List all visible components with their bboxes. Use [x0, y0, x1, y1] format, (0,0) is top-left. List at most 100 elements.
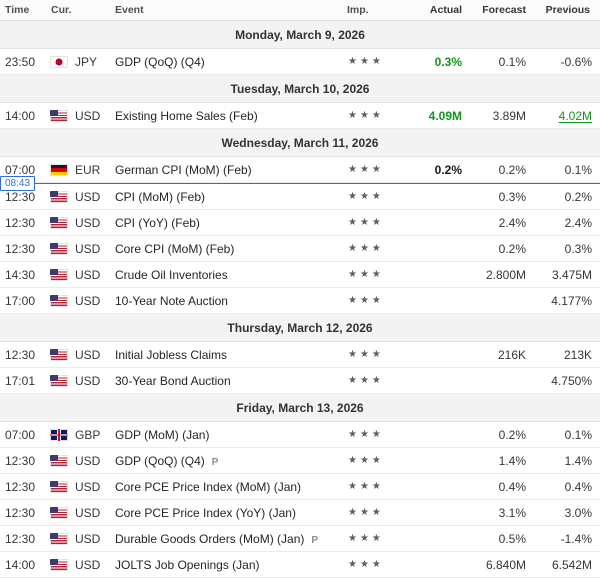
- event-time: 14:00: [5, 557, 36, 572]
- event-currency: USD: [46, 454, 110, 468]
- event-row[interactable]: 07:00 GBP GDP (MoM) (Jan) ★★★ 0.2% 0.1%: [0, 422, 600, 448]
- event-time: 14:00: [5, 108, 36, 123]
- col-header-importance: Imp.: [347, 4, 369, 16]
- col-header-time: Time: [5, 4, 30, 16]
- event-currency: USD: [46, 190, 110, 204]
- event-row[interactable]: 12:30 USD GDP (QoQ) (Q4) P ★★★ 1.4% 1.4%: [0, 448, 600, 474]
- date-separator-row: Thursday, March 12, 2026: [0, 314, 600, 342]
- event-name[interactable]: Core PCE Price Index (YoY) (Jan): [115, 505, 296, 520]
- event-currency: USD: [46, 532, 110, 546]
- preliminary-badge: P: [211, 456, 219, 468]
- previous-value: 0.4%: [564, 479, 592, 494]
- event-row[interactable]: 14:00 USD JOLTS Job Openings (Jan) ★★★ 6…: [0, 552, 600, 578]
- importance-stars-icon: ★★★: [348, 56, 384, 67]
- event-currency: USD: [46, 109, 110, 123]
- event-row[interactable]: 12:30 USD Durable Goods Orders (MoM) (Ja…: [0, 526, 600, 552]
- date-label: Wednesday, March 11, 2026: [221, 135, 379, 150]
- current-time-marker-line: 08:43: [0, 176, 600, 191]
- forecast-value: 2.800M: [485, 267, 526, 282]
- previous-value: 4.177%: [551, 293, 592, 308]
- forecast-value: 0.2%: [498, 241, 526, 256]
- currency-code: USD: [75, 189, 101, 204]
- event-time: 12:30: [5, 505, 36, 520]
- event-row[interactable]: 12:30 USD Core CPI (MoM) (Feb) ★★★ 0.2% …: [0, 236, 600, 262]
- us-flag-icon: [50, 558, 68, 571]
- event-time: 12:30: [5, 215, 36, 230]
- currency-code: GBP: [75, 427, 101, 442]
- previous-value: -1.4%: [560, 531, 592, 546]
- jp-flag-icon: [50, 55, 68, 68]
- current-time-label: 08:43: [0, 176, 36, 191]
- event-time: 12:30: [5, 241, 36, 256]
- importance-stars-icon: ★★★: [348, 269, 384, 280]
- currency-code: USD: [75, 479, 101, 494]
- date-label: Friday, March 13, 2026: [236, 400, 364, 415]
- event-time: 07:00: [5, 427, 36, 442]
- event-row[interactable]: 12:30 USD Core PCE Price Index (YoY) (Ja…: [0, 500, 600, 526]
- us-flag-icon: [50, 216, 68, 229]
- us-flag-icon: [50, 268, 68, 281]
- event-name[interactable]: Initial Jobless Claims: [115, 347, 228, 362]
- event-row[interactable]: 17:01 USD 30-Year Bond Auction ★★★ 4.750…: [0, 368, 600, 394]
- event-currency: EUR: [46, 163, 110, 177]
- currency-code: JPY: [75, 54, 98, 69]
- actual-value: 4.09M: [428, 108, 462, 123]
- actual-value: 0.3%: [434, 54, 462, 69]
- date-separator-row: Tuesday, March 10, 2026: [0, 75, 600, 103]
- event-name[interactable]: 30-Year Bond Auction: [115, 373, 231, 388]
- event-row[interactable]: 07:00 EUR German CPI (MoM) (Feb) ★★★ 0.2…: [0, 157, 600, 183]
- event-time: 17:00: [5, 293, 36, 308]
- event-row[interactable]: 12:30 USD Core PCE Price Index (MoM) (Ja…: [0, 474, 600, 500]
- event-row[interactable]: 23:50 JPY GDP (QoQ) (Q4) ★★★ 0.3% 0.1% -…: [0, 49, 600, 75]
- event-name[interactable]: GDP (QoQ) (Q4): [115, 54, 205, 69]
- us-flag-icon: [50, 532, 68, 545]
- forecast-value: 1.4%: [498, 453, 526, 468]
- event-row[interactable]: 14:30 USD Crude Oil Inventories ★★★ 2.80…: [0, 262, 600, 288]
- event-currency: USD: [46, 242, 110, 256]
- event-name[interactable]: GDP (MoM) (Jan): [115, 427, 210, 442]
- event-row[interactable]: 14:00 USD Existing Home Sales (Feb) ★★★ …: [0, 103, 600, 129]
- de-flag-icon: [50, 163, 68, 176]
- forecast-value: 3.1%: [498, 505, 526, 520]
- us-flag-icon: [50, 506, 68, 519]
- currency-code: USD: [75, 531, 101, 546]
- importance-stars-icon: ★★★: [348, 533, 384, 544]
- event-name[interactable]: CPI (YoY) (Feb): [115, 215, 200, 230]
- us-flag-icon: [50, 454, 68, 467]
- us-flag-icon: [50, 190, 68, 203]
- event-name[interactable]: CPI (MoM) (Feb): [115, 189, 205, 204]
- event-name[interactable]: Durable Goods Orders (MoM) (Jan) P: [115, 531, 319, 546]
- event-name[interactable]: Core CPI (MoM) (Feb): [115, 241, 235, 256]
- previous-value: 0.2%: [564, 189, 592, 204]
- previous-value: 4.02M: [558, 108, 592, 123]
- date-separator-row: Monday, March 9, 2026: [0, 21, 600, 49]
- event-name[interactable]: Crude Oil Inventories: [115, 267, 228, 282]
- event-name[interactable]: JOLTS Job Openings (Jan): [115, 557, 260, 572]
- event-name[interactable]: 10-Year Note Auction: [115, 293, 228, 308]
- event-currency: USD: [46, 506, 110, 520]
- event-row[interactable]: 12:30 USD CPI (MoM) (Feb) ★★★ 0.3% 0.2%: [0, 184, 600, 210]
- currency-code: USD: [75, 505, 101, 520]
- previous-value: 3.475M: [551, 267, 592, 282]
- event-row[interactable]: 12:30 USD CPI (YoY) (Feb) ★★★ 2.4% 2.4%: [0, 210, 600, 236]
- currency-code: USD: [75, 293, 101, 308]
- event-time: 17:01: [5, 373, 36, 388]
- event-row[interactable]: 17:00 USD 10-Year Note Auction ★★★ 4.177…: [0, 288, 600, 314]
- event-currency: USD: [46, 348, 110, 362]
- importance-stars-icon: ★★★: [348, 455, 384, 466]
- event-currency: GBP: [46, 428, 110, 442]
- event-name[interactable]: German CPI (MoM) (Feb): [115, 162, 252, 177]
- importance-stars-icon: ★★★: [348, 191, 384, 202]
- gb-flag-icon: [50, 428, 68, 441]
- previous-value: 4.750%: [551, 373, 592, 388]
- event-name[interactable]: GDP (QoQ) (Q4) P: [115, 453, 219, 468]
- currency-code: USD: [75, 108, 101, 123]
- importance-stars-icon: ★★★: [348, 295, 384, 306]
- currency-code: USD: [75, 267, 101, 282]
- event-name[interactable]: Core PCE Price Index (MoM) (Jan): [115, 479, 302, 494]
- col-header-currency: Cur.: [51, 4, 72, 16]
- table-header-row: Time Cur. Event Imp. Actual Forecast Pre…: [0, 0, 600, 21]
- event-name[interactable]: Existing Home Sales (Feb): [115, 108, 258, 123]
- currency-code: EUR: [75, 162, 101, 177]
- event-row[interactable]: 12:30 USD Initial Jobless Claims ★★★ 216…: [0, 342, 600, 368]
